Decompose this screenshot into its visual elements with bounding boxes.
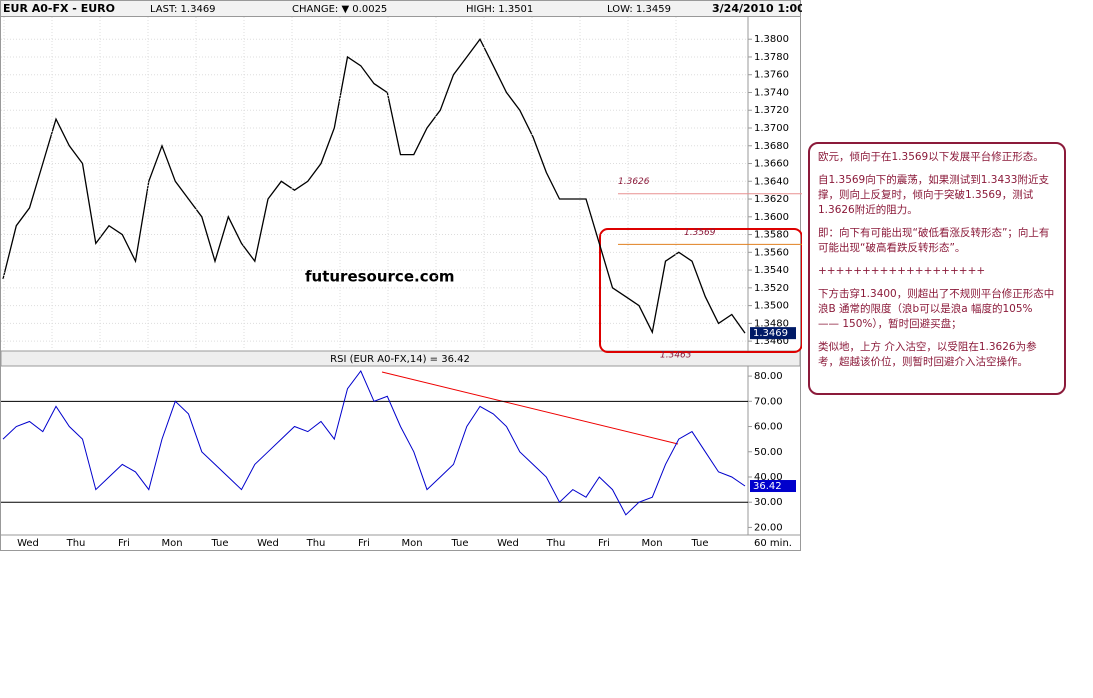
note-paragraph: +++++++++++++++++++ — [818, 265, 986, 277]
annotation-label: 1.3569 — [684, 228, 716, 238]
x-tick-label: Fri — [118, 538, 130, 549]
y-tick-label: 1.3480 — [754, 318, 789, 329]
note-box: 欧元，倾向于在1.3569以下发展平台修正形态。自1.3569向下的震荡，如果测… — [808, 142, 1066, 395]
x-tick-label: Mon — [401, 538, 422, 549]
y-tick-label: 1.3520 — [754, 283, 789, 294]
x-tick-label: Thu — [306, 538, 326, 549]
last-value-box — [750, 480, 796, 493]
y-tick-label: 1.3460 — [754, 336, 789, 347]
rsi-title: RSI (EUR A0-FX,14) = 36.42 — [330, 354, 470, 365]
y-tick-label: 1.3540 — [754, 265, 789, 276]
note-paragraph: 欧元，倾向于在1.3569以下发展平台修正形态。 — [818, 151, 1044, 163]
y-tick-label: 30.00 — [754, 497, 783, 508]
watermark: futuresource.com — [305, 268, 455, 286]
x-tick-label: Wed — [257, 538, 279, 549]
y-tick-label: 40.00 — [754, 472, 783, 483]
last-value-box — [750, 327, 796, 340]
y-tick-label: 1.3780 — [754, 52, 789, 63]
y-tick-label: 1.3800 — [754, 34, 789, 45]
x-tick-label: Thu — [66, 538, 86, 549]
note-paragraph: 类似地，上方 介入沽空，以受阻在1.3626为参考，超越该价位，则暂时回避介入沽… — [818, 341, 1037, 368]
x-tick-label: Tue — [450, 538, 468, 549]
y-tick-label: 1.3740 — [754, 87, 789, 98]
last-value-label: 1.3469 — [753, 328, 788, 339]
note-paragraph: 下方击穿1.3400，则超出了不规则平台修正形态中浪B 通常的限度（浪b可以是浪… — [818, 288, 1055, 330]
y-tick-label: 70.00 — [754, 396, 783, 407]
y-tick-label: 80.00 — [754, 371, 783, 382]
x-tick-label: Tue — [210, 538, 228, 549]
rsi-line — [2, 370, 746, 516]
rsi-trendline — [381, 371, 679, 445]
highlight-box — [599, 228, 802, 353]
y-tick-label: 1.3720 — [754, 105, 789, 116]
x-tick-label: Thu — [546, 538, 566, 549]
annotation-label: 1.3463 — [660, 351, 692, 361]
y-tick-label: 1.3760 — [754, 70, 789, 81]
note-paragraph: 即：向下有可能出现“破低看涨反转形态”；向上有可能出现“破高看跌反转形态”。 — [818, 227, 1050, 254]
y-tick-label: 1.3660 — [754, 159, 789, 170]
header-title: EUR A0-FX - EURO — [3, 2, 115, 15]
chart: EUR A0-FX - EURO LAST: 1.3469 CHANGE: ▼ … — [0, 0, 802, 551]
x-tick-label: Tue — [690, 538, 708, 549]
y-tick-label: 20.00 — [754, 522, 783, 533]
y-tick-label: 1.3640 — [754, 176, 789, 187]
rsi-title-bar — [0, 350, 801, 367]
y-tick-label: 50.00 — [754, 447, 783, 458]
header-low: LOW: 1.3459 — [607, 4, 671, 15]
y-tick-label: 60.00 — [754, 422, 783, 433]
x-tick-label: Fri — [358, 538, 370, 549]
last-value-label: 36.42 — [753, 481, 782, 492]
header-high: HIGH: 1.3501 — [466, 4, 533, 15]
header-date: 3/24/2010 1:00 — [712, 2, 802, 15]
x-tick-label: Mon — [641, 538, 662, 549]
x-axis-unit: 60 min. — [754, 538, 792, 549]
y-tick-label: 1.3700 — [754, 123, 789, 134]
header-last: LAST: 1.3469 — [150, 4, 216, 15]
note-paragraph: 自1.3569向下的震荡，如果测试到1.3433附近支撑，则向上反复时，倾向于突… — [818, 174, 1049, 216]
y-tick-label: 1.3600 — [754, 212, 789, 223]
y-tick-label: 1.3560 — [754, 247, 789, 258]
y-tick-label: 1.3580 — [754, 230, 789, 241]
x-tick-label: Mon — [161, 538, 182, 549]
x-tick-label: Fri — [598, 538, 610, 549]
x-tick-label: Wed — [497, 538, 519, 549]
y-tick-label: 1.3680 — [754, 141, 789, 152]
y-tick-label: 1.3620 — [754, 194, 789, 205]
annotation-label: 1.3626 — [618, 177, 650, 187]
y-tick-label: 1.3500 — [754, 301, 789, 312]
price-line — [2, 37, 746, 335]
x-tick-label: Wed — [17, 538, 39, 549]
header-bar — [0, 0, 801, 17]
header-change: CHANGE: ▼ 0.0025 — [292, 4, 387, 15]
